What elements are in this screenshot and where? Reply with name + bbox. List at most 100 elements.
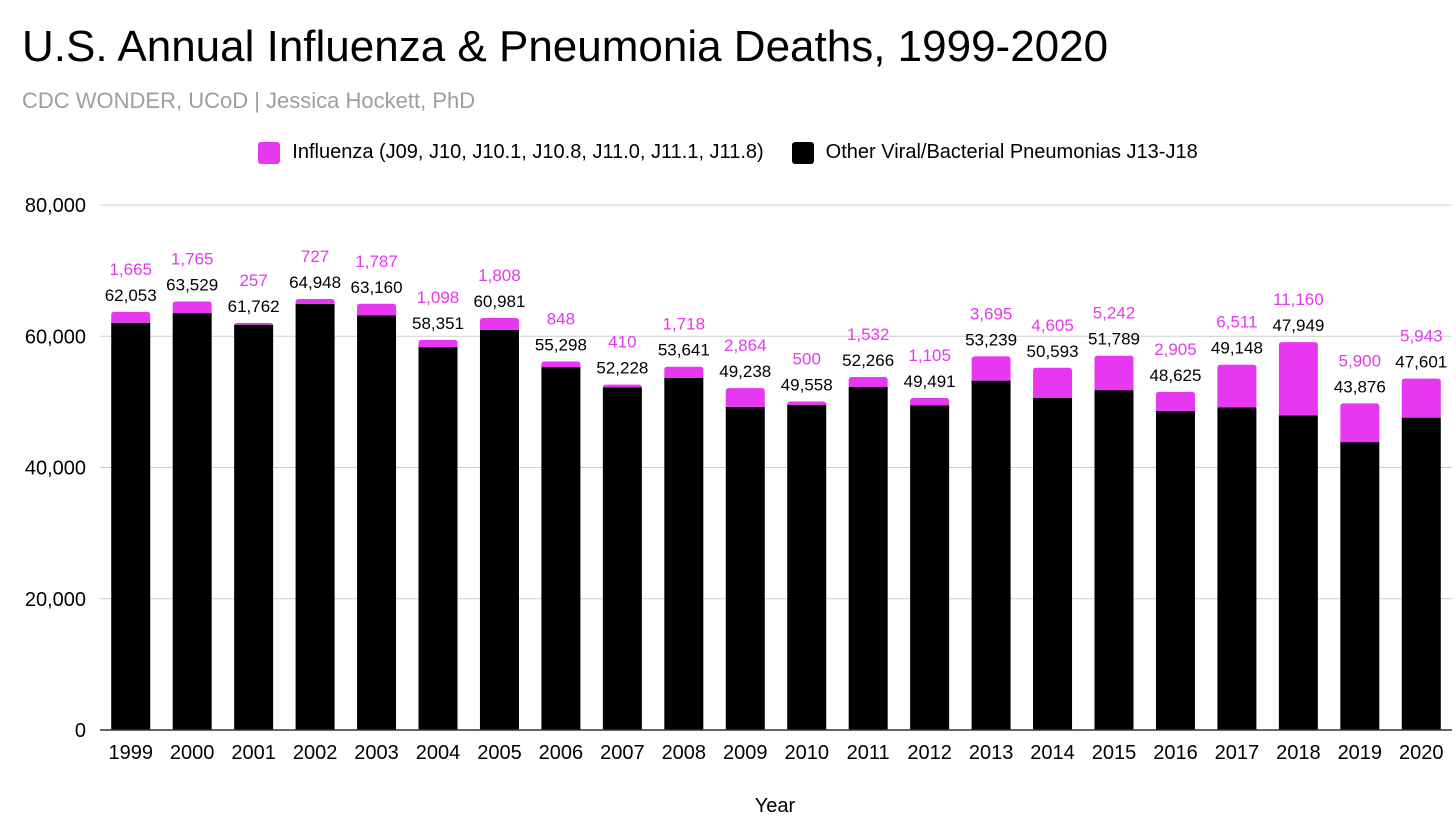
bar-influenza[interactable] [725,388,765,407]
bar-influenza[interactable] [295,299,335,304]
data-label-influenza: 1,718 [663,315,706,334]
bar-pneumonia[interactable] [725,406,765,730]
bar-influenza[interactable] [1401,378,1441,418]
legend-item-influenza[interactable]: Influenza (J09, J10, J10.1, J10.8, J11.0… [258,141,764,164]
data-label-pneumonia: 49,238 [719,362,771,381]
bar-influenza[interactable] [111,311,151,323]
chart-title: U.S. Annual Influenza & Pneumonia Deaths… [22,22,1109,71]
x-tick-label: 2013 [969,742,1014,764]
x-tick-label: 2002 [293,742,338,764]
x-tick-label: 2009 [723,742,768,764]
bar-influenza[interactable] [418,339,458,348]
bar-influenza[interactable] [848,376,888,388]
data-label-pneumonia: 60,981 [473,292,525,311]
bar-influenza[interactable] [971,356,1011,381]
bar-pneumonia[interactable] [295,303,335,730]
data-label-influenza: 2,905 [1154,340,1197,359]
bar-influenza[interactable] [1217,364,1257,408]
bar-pneumonia[interactable] [910,405,950,730]
bar-influenza[interactable] [172,301,212,314]
data-label-pneumonia: 47,949 [1272,316,1324,335]
data-label-pneumonia: 49,148 [1211,339,1263,358]
legend: Influenza (J09, J10, J10.1, J10.8, J11.0… [0,141,1456,164]
y-tick-label: 40,000 [25,458,86,480]
data-label-pneumonia: 48,625 [1149,366,1201,385]
x-tick-label: 2006 [539,742,584,764]
bar-influenza[interactable] [787,401,827,405]
y-tick-label: 20,000 [25,589,86,611]
x-tick-label: 2004 [416,742,461,764]
data-label-pneumonia: 52,266 [842,351,894,370]
chart-subtitle: CDC WONDER, UCoD | Jessica Hockett, PhD [22,88,476,113]
data-label-pneumonia: 63,160 [351,278,403,297]
data-label-influenza: 3,695 [970,304,1013,323]
data-label-pneumonia: 52,228 [596,359,648,378]
x-tick-label: 2012 [907,742,952,764]
data-label-influenza: 5,900 [1339,351,1382,370]
data-label-influenza: 257 [239,271,267,290]
bar-pneumonia[interactable] [1278,415,1318,730]
bar-pneumonia[interactable] [1094,390,1134,730]
data-label-influenza: 4,605 [1031,316,1074,335]
data-label-influenza: 1,765 [171,250,214,269]
data-label-influenza: 727 [301,247,329,266]
data-label-pneumonia: 55,298 [535,336,587,355]
data-label-influenza: 1,665 [109,260,152,279]
bar-pneumonia[interactable] [971,380,1011,730]
y-tick-label: 80,000 [25,195,86,217]
y-tick-label: 0 [75,720,86,742]
x-tick-label: 2018 [1276,742,1321,764]
bar-pneumonia[interactable] [172,313,212,730]
bar-pneumonia[interactable] [1340,442,1380,730]
bar-pneumonia[interactable] [357,315,397,730]
bar-influenza[interactable] [541,361,581,368]
bar-influenza[interactable] [910,397,950,406]
x-tick-label: 2003 [354,742,399,764]
bar-pneumonia[interactable] [418,347,458,730]
x-tick-label: 2017 [1215,742,1260,764]
bar-influenza[interactable] [1094,355,1134,391]
bar-pneumonia[interactable] [1217,407,1257,730]
bar-pneumonia[interactable] [848,387,888,730]
x-tick-label: 2010 [784,742,829,764]
data-label-influenza: 410 [608,333,636,352]
data-label-pneumonia: 63,529 [166,276,218,295]
bar-influenza[interactable] [1155,391,1195,411]
data-label-pneumonia: 51,789 [1088,330,1140,349]
x-tick-label: 2019 [1338,742,1383,764]
data-label-pneumonia: 62,053 [105,286,157,305]
data-label-pneumonia: 53,641 [658,341,710,360]
bar-influenza[interactable] [664,366,704,378]
bar-pneumonia[interactable] [787,404,827,730]
bar-influenza[interactable] [1278,342,1318,416]
bar-pneumonia[interactable] [234,324,274,730]
bar-pneumonia[interactable] [541,367,581,730]
data-label-pneumonia: 61,762 [228,297,280,316]
bar-pneumonia[interactable] [1155,410,1195,730]
x-tick-label: 2020 [1399,742,1444,764]
bar-influenza[interactable] [1033,367,1073,398]
data-label-influenza: 6,511 [1216,313,1257,332]
bar-pneumonia[interactable] [1401,417,1441,730]
bar-influenza[interactable] [1340,403,1380,443]
bar-pneumonia[interactable] [1033,397,1073,730]
data-label-pneumonia: 49,558 [781,375,833,394]
data-label-influenza: 1,105 [908,346,951,365]
y-tick-label: 60,000 [25,326,86,348]
bar-pneumonia[interactable] [111,322,151,730]
bar-influenza[interactable] [357,303,397,316]
data-label-influenza: 848 [547,310,575,329]
bar-pneumonia[interactable] [664,377,704,730]
data-label-pneumonia: 58,351 [412,314,464,333]
legend-item-pneumonia[interactable]: Other Viral/Bacterial Pneumonias J13-J18 [791,141,1198,164]
data-label-influenza: 500 [793,349,821,368]
bar-pneumonia[interactable] [479,329,519,730]
bar-influenza[interactable] [602,384,642,388]
bar-influenza[interactable] [234,323,274,327]
bar-influenza[interactable] [479,317,519,330]
x-tick-label: 2016 [1153,742,1198,764]
bar-pneumonia[interactable] [602,387,642,730]
x-tick-label: 2000 [170,742,215,764]
legend-label-pneumonia: Other Viral/Bacterial Pneumonias J13-J18 [825,141,1198,163]
